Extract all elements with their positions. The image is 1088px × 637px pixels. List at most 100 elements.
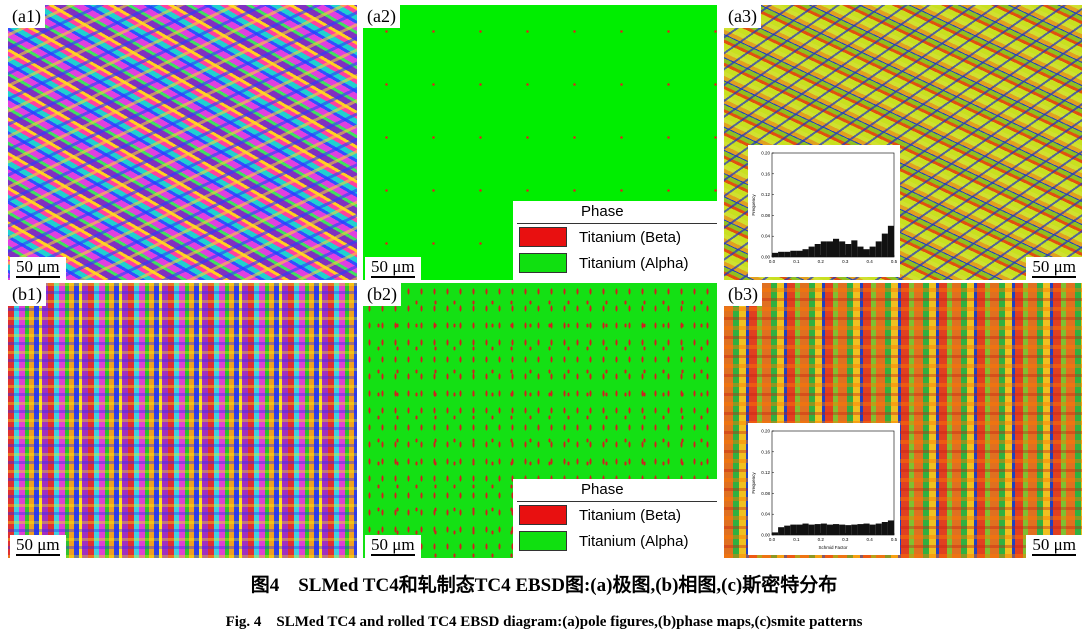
legend-text: Titanium (Beta) bbox=[579, 506, 681, 524]
y-tick-label: 0.16 bbox=[761, 449, 770, 454]
histogram-bar bbox=[875, 523, 882, 535]
histogram-bar bbox=[887, 225, 894, 257]
x-tick-label: 0.3 bbox=[842, 537, 849, 542]
panel-label: (b2) bbox=[363, 283, 401, 306]
panel-label: (b3) bbox=[724, 283, 762, 306]
histogram-bar bbox=[778, 251, 785, 257]
histogram-bar bbox=[802, 249, 809, 257]
y-tick-label: 0.04 bbox=[761, 234, 770, 239]
y-axis-label: Frequency bbox=[751, 194, 756, 216]
x-tick-label: 0.3 bbox=[842, 259, 849, 264]
histogram-bar bbox=[881, 233, 888, 257]
legend-entry: Titanium (Beta) bbox=[513, 502, 717, 528]
histogram-bar bbox=[772, 532, 779, 535]
histogram-bar bbox=[833, 238, 840, 257]
histogram-bar bbox=[839, 524, 846, 535]
scale-bar: 50 μm bbox=[10, 535, 66, 558]
scale-bar-text: 50 μm bbox=[1032, 535, 1076, 554]
histogram-bar bbox=[851, 524, 858, 535]
y-tick-label: 0.00 bbox=[761, 533, 770, 538]
y-tick-label: 0.20 bbox=[761, 429, 770, 434]
phase-legend: Phase Titanium (Beta) Titanium (Alpha) bbox=[513, 479, 717, 558]
x-tick-label: 0.2 bbox=[818, 259, 825, 264]
histogram-bar bbox=[784, 251, 791, 257]
x-axis-label: Schmid Factor bbox=[818, 545, 848, 550]
legend-text: Titanium (Alpha) bbox=[579, 532, 689, 550]
histogram-bar bbox=[808, 524, 815, 535]
histogram-bar bbox=[863, 523, 870, 535]
legend-entry: Titanium (Alpha) bbox=[513, 528, 717, 554]
histogram-bar bbox=[857, 246, 864, 257]
histogram-bar bbox=[796, 524, 803, 535]
histogram-inset: 0.00 0.04 0.08 0.12 0.16 0.20 0.0 0.1 0.2 0.3 0.4 0… bbox=[748, 423, 900, 555]
y-tick-label: 0.00 bbox=[761, 255, 770, 260]
panel-label: (a2) bbox=[363, 5, 400, 28]
y-tick-label: 0.08 bbox=[761, 491, 770, 496]
legend-title: Phase bbox=[517, 479, 717, 502]
histogram-inset: 0.00 0.04 0.08 0.12 0.16 0.20 0.0 0.1 0.2 0.3 0.4 0… bbox=[748, 145, 900, 277]
x-tick-label: 0.5 bbox=[891, 537, 898, 542]
histogram-bar bbox=[887, 520, 894, 535]
legend-swatch bbox=[519, 531, 567, 551]
histogram-bar bbox=[863, 249, 870, 257]
histogram-bar bbox=[826, 241, 833, 257]
legend-swatch bbox=[519, 227, 567, 247]
y-tick-label: 0.08 bbox=[761, 213, 770, 218]
scale-bar-line bbox=[16, 554, 60, 556]
histogram-bar bbox=[820, 523, 827, 535]
legend-entry: Titanium (Alpha) bbox=[513, 250, 717, 276]
legend-swatch bbox=[519, 505, 567, 525]
caption-cn: 图4 SLMed TC4和轧制态TC4 EBSD图:(a)极图,(b)相图,(c… bbox=[250, 575, 838, 596]
histogram-bar bbox=[790, 524, 797, 535]
histogram-bar bbox=[881, 522, 888, 535]
x-tick-label: 0.1 bbox=[793, 537, 800, 542]
ebsd-panel: (a2) 50 μm Phase Titanium (Beta) Titanium (A… bbox=[363, 5, 717, 280]
scale-bar-text: 50 μm bbox=[16, 535, 60, 554]
histogram-bar bbox=[796, 250, 803, 257]
x-tick-label: 0.5 bbox=[891, 259, 898, 264]
x-tick-label: 0.4 bbox=[866, 259, 873, 264]
panel-label: (a3) bbox=[724, 5, 761, 28]
histogram-bar bbox=[814, 524, 821, 535]
histogram-bar bbox=[784, 525, 791, 535]
x-tick-label: 0.4 bbox=[866, 537, 873, 542]
x-tick-label: 0.0 bbox=[769, 537, 776, 542]
histogram-bar bbox=[802, 523, 809, 535]
scale-bar: 50 μm bbox=[365, 535, 421, 558]
histogram-bar bbox=[851, 240, 858, 257]
histogram-bar bbox=[845, 244, 852, 257]
scale-bar-line bbox=[371, 276, 415, 278]
histogram-bar bbox=[857, 524, 864, 535]
legend-title: Phase bbox=[517, 201, 717, 224]
legend-entry: Titanium (Beta) bbox=[513, 224, 717, 250]
x-tick-label: 0.1 bbox=[793, 259, 800, 264]
panel-label: (a1) bbox=[8, 5, 45, 28]
scale-bar-line bbox=[1032, 276, 1076, 278]
y-tick-label: 0.16 bbox=[761, 171, 770, 176]
y-tick-label: 0.04 bbox=[761, 512, 770, 517]
scale-bar-text: 50 μm bbox=[1032, 257, 1076, 276]
y-tick-label: 0.12 bbox=[761, 470, 770, 475]
histogram-bar bbox=[869, 524, 876, 535]
histogram-bar bbox=[845, 525, 852, 535]
caption-en: Fig. 4 SLMed TC4 and rolled TC4 EBSD dia… bbox=[225, 614, 863, 630]
x-tick-label: 0.0 bbox=[769, 259, 776, 264]
scale-bar-line bbox=[371, 554, 415, 556]
x-tick-label: 0.2 bbox=[818, 537, 825, 542]
histogram-bar bbox=[839, 241, 846, 257]
ebsd-panel: (a1) 50 μm bbox=[8, 5, 357, 280]
scale-bar-text: 50 μm bbox=[16, 257, 60, 276]
legend-text: Titanium (Alpha) bbox=[579, 254, 689, 272]
scale-bar: 50 μm bbox=[365, 257, 421, 280]
plot-frame bbox=[771, 430, 895, 536]
phase-legend: Phase Titanium (Beta) Titanium (Alpha) bbox=[513, 201, 717, 280]
scale-bar-text: 50 μm bbox=[371, 257, 415, 276]
ebsd-panel: (a3) 50 μm 0.00 0.04 0.08 0.12 0.16 0.20 0.0 0.1 0… bbox=[724, 5, 1082, 280]
histogram-bar bbox=[875, 241, 882, 257]
scale-bar: 50 μm bbox=[1026, 257, 1082, 280]
y-axis-label: Frequency bbox=[751, 472, 756, 494]
scale-bar-text: 50 μm bbox=[371, 535, 415, 554]
y-tick-label: 0.20 bbox=[761, 151, 770, 156]
scale-bar-line bbox=[16, 276, 60, 278]
histogram-bar bbox=[869, 246, 876, 257]
